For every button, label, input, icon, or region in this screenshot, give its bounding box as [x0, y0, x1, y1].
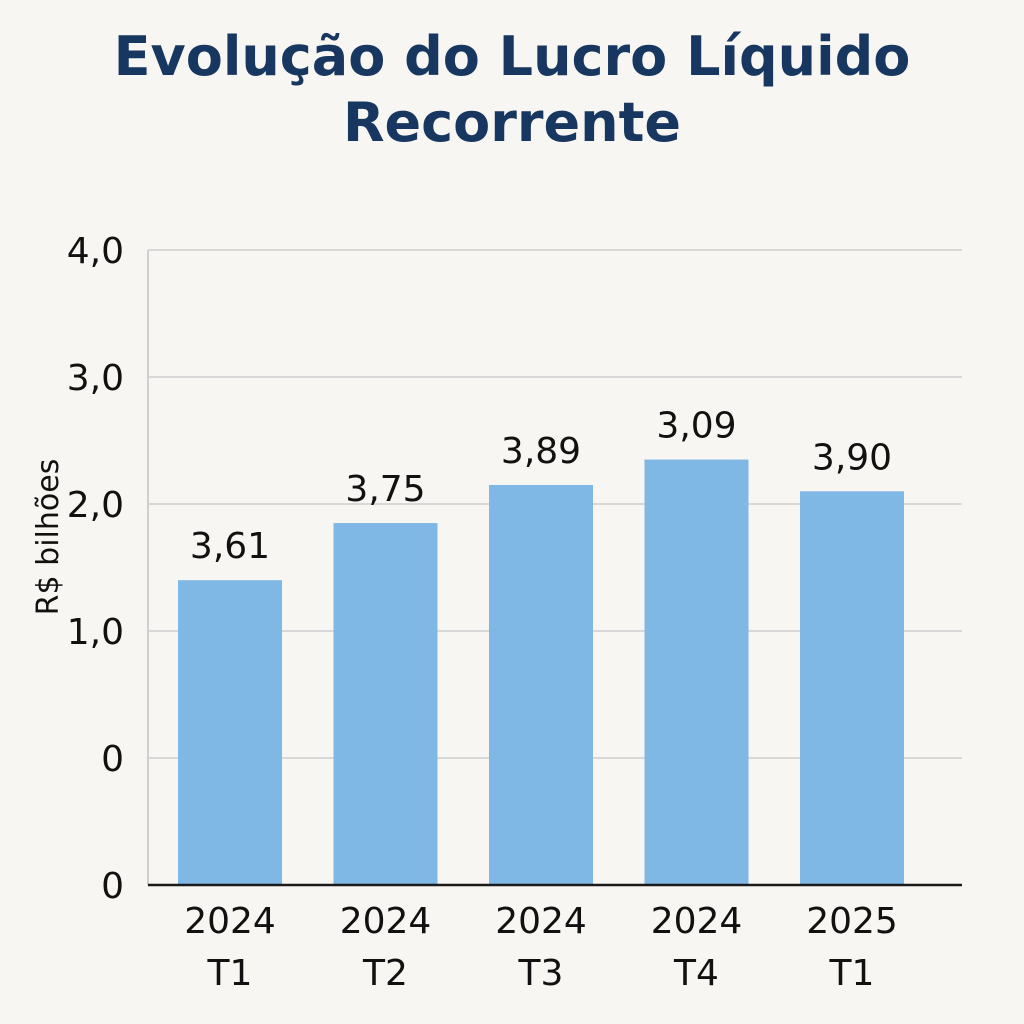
data-label: 3,09: [656, 406, 736, 447]
bar: [333, 523, 438, 885]
bars: [178, 459, 904, 885]
x-tick-label: 2024: [651, 901, 743, 942]
x-tick-label: T1: [207, 953, 253, 994]
y-tick-label: 1,0: [67, 612, 124, 653]
y-tick-label: 0: [101, 739, 124, 780]
y-axis-title: R$ bilhões: [31, 459, 66, 616]
y-tick-labels: 0 0 1,0 2,0 3,0 4,0: [67, 231, 124, 907]
x-tick-label: 2025: [806, 901, 898, 942]
bar: [489, 484, 593, 885]
data-label: 3,89: [501, 431, 581, 472]
bar: [800, 491, 904, 885]
y-tick-label: 0: [101, 866, 124, 907]
x-tick-label: 2024: [184, 901, 276, 942]
chart-title-line-1: Evolução do Lucro Líquido: [113, 25, 911, 88]
bar: [178, 580, 282, 885]
x-tick-label: T3: [518, 953, 564, 994]
y-tick-label: 3,0: [67, 358, 124, 399]
axes: [147, 250, 962, 887]
data-label: 3,90: [812, 437, 892, 478]
x-tick-labels: 2024 T1 2024 T2 2024 T3 2024 T4 2025 T1: [184, 901, 898, 994]
data-labels: 3,61 3,75 3,89 3,09 3,90: [190, 406, 892, 568]
x-tick-label: 2024: [495, 901, 587, 942]
bar: [644, 459, 749, 885]
data-label: 3,61: [190, 526, 270, 567]
chart-title-line-2: Recorrente: [342, 91, 682, 154]
y-tick-label: 2,0: [67, 485, 124, 526]
x-tick-label: 2024: [340, 901, 432, 942]
data-label: 3,75: [345, 469, 425, 510]
x-tick-label: T4: [673, 953, 719, 994]
y-tick-label: 4,0: [67, 231, 124, 272]
x-tick-label: T2: [362, 953, 408, 994]
chart-title: Evolução do Lucro Líquido Recorrente: [0, 24, 1024, 156]
x-tick-label: T1: [829, 953, 875, 994]
